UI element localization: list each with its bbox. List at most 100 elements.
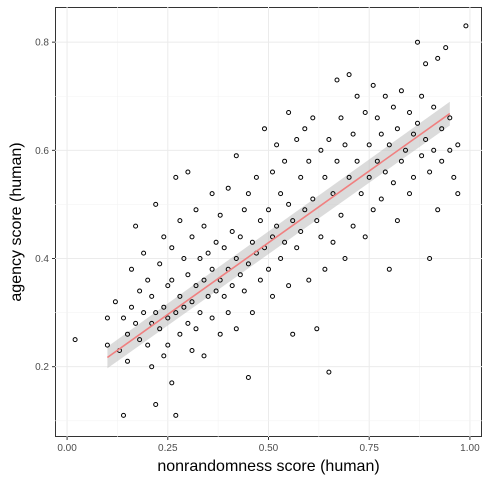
data-point [245, 261, 251, 267]
x-axis-title: nonrandomness score (human) [157, 458, 379, 475]
x-tick-label: 0.75 [359, 443, 379, 454]
y-tick-label: 0.6 [35, 146, 49, 157]
data-point [221, 245, 227, 251]
data-point [310, 196, 316, 202]
data-point [233, 153, 239, 159]
data-point [237, 234, 243, 240]
data-point [257, 218, 263, 224]
data-point [415, 39, 420, 45]
data-point [185, 169, 191, 175]
data-point [294, 137, 300, 142]
data-point [318, 147, 324, 153]
data-point [314, 218, 320, 224]
data-point [298, 229, 304, 234]
data-point [145, 342, 151, 348]
data-point [185, 320, 191, 326]
data-point [189, 234, 195, 240]
data-point [165, 342, 171, 348]
data-point [149, 293, 155, 299]
data-point [193, 207, 199, 213]
data-point [213, 239, 219, 245]
data-point [334, 158, 340, 164]
data-point [370, 207, 376, 213]
data-point [129, 304, 134, 310]
data-point [427, 169, 433, 175]
data-point [278, 256, 284, 261]
data-point [427, 256, 433, 261]
data-point [193, 283, 199, 289]
data-point [431, 104, 437, 110]
data-point [334, 77, 340, 83]
data-point [378, 131, 384, 137]
data-point [374, 158, 380, 164]
data-point [262, 126, 267, 132]
data-point [386, 142, 392, 148]
grid [55, 7, 482, 437]
data-point [153, 201, 159, 207]
data-point [129, 266, 134, 272]
y-axis-title: agency score (human) [8, 142, 25, 301]
data-point [217, 212, 223, 218]
data-point [322, 266, 328, 272]
data-point [362, 110, 368, 115]
data-point [209, 315, 215, 321]
y-tick-label: 0.8 [35, 38, 49, 49]
data-point [173, 174, 179, 180]
data-point [197, 256, 203, 261]
data-point [249, 310, 255, 316]
data-point [205, 250, 211, 256]
data-point [455, 191, 461, 197]
data-point [165, 283, 171, 289]
data-point [374, 115, 380, 121]
data-point [278, 191, 284, 197]
data-point [189, 348, 195, 353]
data-point [161, 234, 167, 240]
data-point [197, 310, 203, 316]
data-point [145, 277, 151, 283]
data-point [237, 272, 243, 278]
data-point [125, 331, 130, 337]
data-point [382, 169, 388, 175]
data-point [161, 304, 167, 310]
data-point [447, 147, 453, 153]
regression-line [106, 112, 451, 359]
data-point [419, 153, 425, 159]
data-point [177, 293, 183, 299]
data-point [394, 126, 400, 132]
data-point [354, 158, 360, 164]
data-point [177, 331, 183, 337]
data-point [322, 174, 328, 180]
data-point [411, 131, 416, 137]
data-point [407, 191, 412, 197]
y-tick-label: 0.4 [35, 254, 49, 265]
data-point [302, 207, 308, 213]
data-point [306, 158, 312, 164]
data-point [358, 191, 364, 197]
data-point [249, 239, 255, 245]
data-point [112, 299, 118, 305]
data-point [165, 315, 171, 321]
data-point [366, 174, 372, 180]
data-point [137, 337, 143, 343]
data-point [157, 326, 163, 332]
data-point [407, 110, 412, 115]
data-point [104, 315, 110, 321]
data-point [439, 158, 445, 164]
data-point [270, 169, 275, 175]
data-point [141, 250, 147, 256]
fit-line-group [106, 112, 451, 359]
data-point [185, 272, 191, 278]
data-point [298, 174, 304, 180]
data-point [318, 234, 324, 240]
data-point [181, 256, 187, 261]
data-point [233, 256, 239, 261]
data-point [290, 218, 296, 224]
data-point [435, 207, 441, 213]
data-point [213, 288, 219, 294]
data-point [72, 337, 78, 343]
data-point [217, 277, 223, 283]
data-point [342, 142, 348, 148]
data-point [137, 288, 143, 294]
data-point [423, 61, 429, 67]
data-points [72, 23, 469, 418]
